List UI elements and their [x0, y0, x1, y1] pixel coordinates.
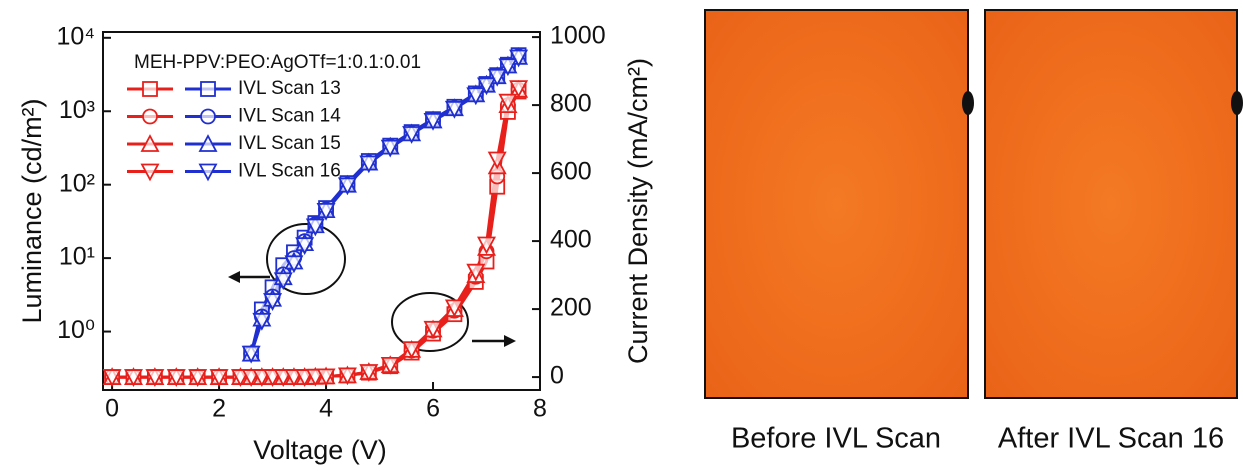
photo-after: [984, 9, 1238, 399]
current-marker: [487, 151, 507, 170]
current-marker: [477, 236, 497, 255]
legend-label: IVL Scan 14: [238, 106, 341, 127]
annotation-circle: [391, 292, 469, 352]
plot-frame: [102, 31, 541, 391]
x-axis-label: Voltage (V): [253, 435, 387, 465]
y2-tick-label: 600: [550, 158, 592, 186]
annotation-circle: [266, 223, 346, 295]
luminance-marker: [337, 177, 357, 196]
current-marker: [380, 356, 400, 375]
luminance-marker: [284, 255, 304, 274]
luminance-marker: [509, 49, 529, 68]
luminance-marker: [487, 68, 507, 87]
legend-marker: [200, 108, 216, 125]
luminance-marker: [316, 202, 336, 221]
luminance-marker: [380, 139, 400, 158]
luminance-marker: [444, 100, 464, 119]
legend-marker: [198, 134, 218, 152]
legend-marker: [200, 81, 216, 97]
photo-caption: Before IVL Scan: [731, 423, 941, 455]
current-marker: [188, 369, 208, 387]
x-tick-label: 2: [212, 395, 226, 423]
y-axis-label: Luminance (cd/m²): [17, 98, 47, 323]
current-marker: [102, 369, 122, 387]
annotation-arrowhead: [504, 335, 516, 347]
y-tick-label: 10⁴: [56, 22, 95, 50]
legend-label: IVL Scan 16: [238, 161, 341, 182]
luminance-marker: [273, 272, 293, 291]
legend-marker: [140, 134, 160, 152]
legend-label: IVL Scan 13: [238, 78, 341, 99]
legend-marker: [198, 163, 218, 182]
x-tick-label: 4: [319, 395, 333, 423]
x-tick-label: 6: [426, 395, 440, 423]
photo-before: [704, 9, 969, 399]
luminance-marker: [263, 293, 283, 311]
current-marker: [316, 368, 336, 387]
luminance-marker: [477, 77, 497, 96]
current-marker: [166, 369, 186, 387]
luminance-marker: [402, 126, 422, 144]
legend-title: MEH-PPV:PEO:AgOTf=1:0.1:0.01: [134, 52, 421, 73]
legend-marker: [142, 108, 158, 125]
annotation-arrowhead: [228, 271, 240, 283]
luminance-marker: [423, 112, 443, 131]
y2-tick-label: 400: [550, 226, 592, 254]
luminance-marker: [359, 155, 379, 174]
y2-axis-label: Current Density (mA/cm²): [623, 58, 653, 364]
photo-spot: [962, 91, 974, 115]
current-marker: [359, 364, 379, 382]
luminance-marker: [498, 58, 518, 77]
y2-tick-label: 200: [550, 294, 592, 322]
luminance-marker: [241, 345, 261, 364]
current-marker: [498, 93, 518, 112]
y2-tick-label: 0: [550, 362, 564, 390]
y-tick-label: 10⁰: [57, 316, 95, 344]
current-marker: [337, 367, 357, 386]
y-tick-label: 10¹: [59, 243, 95, 271]
legend-label: IVL Scan 15: [238, 133, 341, 154]
luminance-marker: [295, 237, 315, 256]
current-marker: [423, 320, 443, 339]
legend-marker: [140, 163, 160, 182]
current-marker: [123, 369, 143, 387]
current-marker: [145, 369, 165, 387]
x-tick-label: 8: [533, 395, 547, 423]
legend-marker: [142, 81, 158, 97]
x-tick-label: 0: [105, 395, 119, 423]
current-marker: [209, 369, 229, 387]
y2-tick-label: 800: [550, 90, 592, 118]
luminance-marker: [466, 87, 486, 106]
photo-spot: [1231, 91, 1243, 115]
y2-tick-label: 1000: [550, 22, 606, 50]
luminance-marker: [252, 312, 272, 331]
current-marker: [402, 341, 422, 360]
luminance-marker: [305, 218, 325, 237]
y-tick-label: 10³: [59, 96, 95, 124]
current-marker: [466, 263, 486, 282]
y-tick-label: 10²: [59, 169, 95, 197]
photo-caption: After IVL Scan 16: [998, 423, 1224, 455]
current-marker: [509, 80, 529, 99]
current-marker: [444, 299, 464, 318]
